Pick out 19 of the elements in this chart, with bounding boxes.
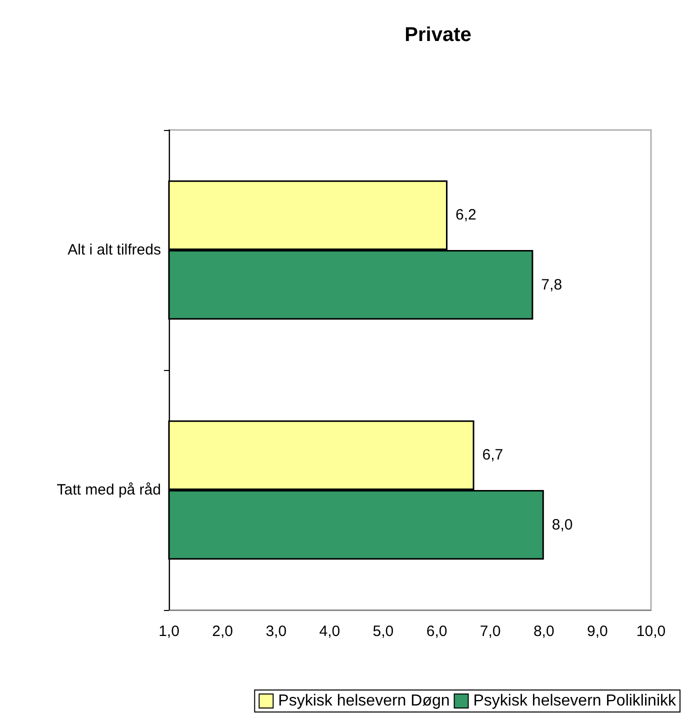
x-tick-label: 4,0 [319,623,340,640]
legend-label: Psykisk helsevern Døgn [278,692,450,710]
x-tick-label: 10,0 [636,623,666,640]
x-tick-label: 6,0 [426,623,448,640]
data-label: 7,8 [541,276,562,294]
x-tick-label: 9,0 [587,623,608,640]
chart-title: Private [404,24,472,46]
x-tick-label: 2,0 [212,623,233,640]
x-tick-label: 8,0 [533,623,554,640]
legend-label: Psykisk helsevern Poliklinikk [473,692,677,710]
data-label: 8,0 [552,516,573,534]
x-tick-label: 3,0 [266,623,287,640]
x-tick-label: 7,0 [480,623,501,640]
x-tick-label: 5,0 [372,623,394,640]
y-tick-label: Tatt med på råd [56,482,161,498]
data-label: 6,7 [482,446,504,464]
y-tick-label: Alt i alt tilfreds [68,242,161,258]
data-label: 6,2 [455,206,476,224]
x-tick-label: 1,0 [158,623,180,640]
